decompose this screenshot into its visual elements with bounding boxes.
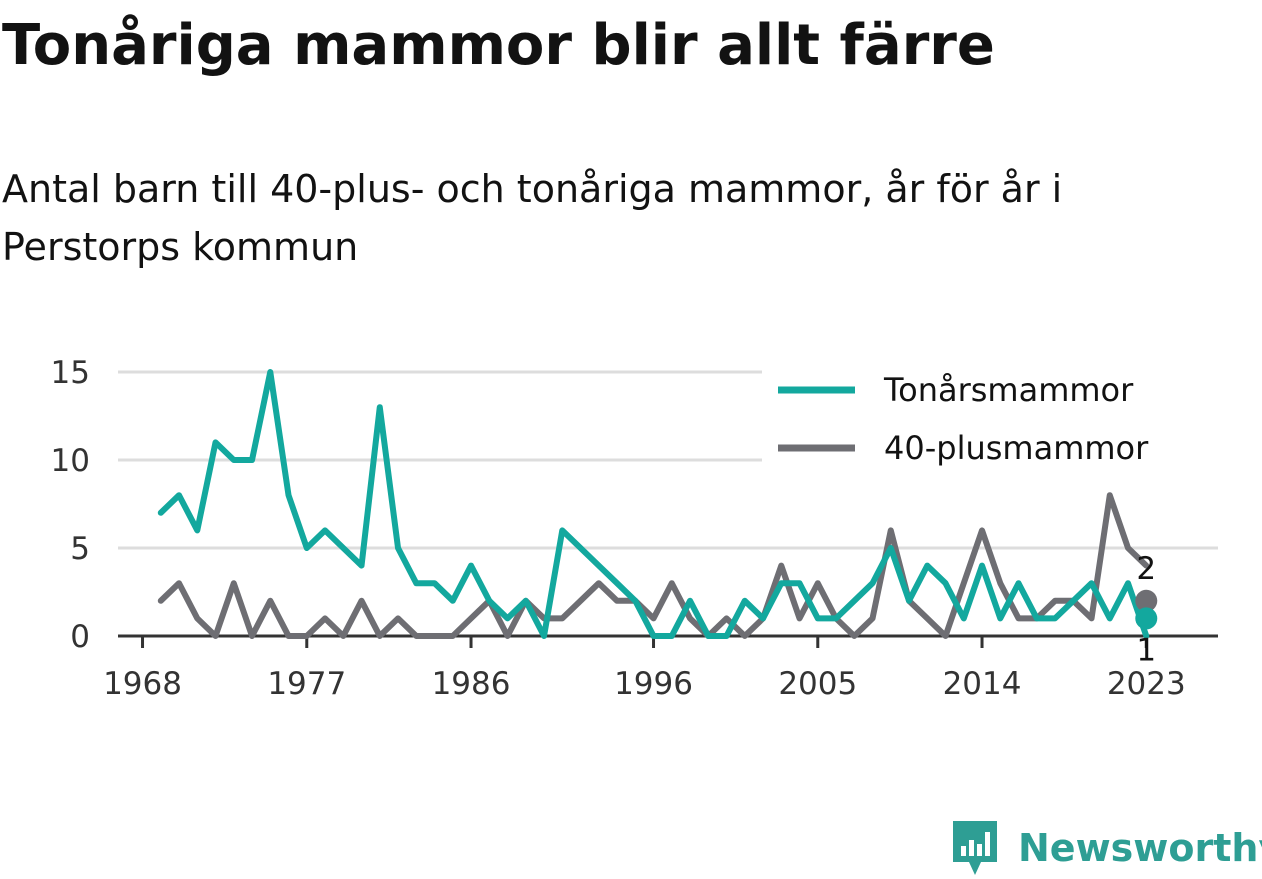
- series-line-tonarsmammor: [157, 369, 1150, 639]
- end-point-label: 2: [1136, 551, 1156, 587]
- brand-name: Newsworthy: [1018, 826, 1262, 870]
- x-tick-label: 2005: [778, 666, 857, 702]
- y-tick-label: 5: [70, 531, 90, 567]
- end-point-label: 1: [1136, 632, 1156, 668]
- x-tick-label: 1977: [267, 666, 346, 702]
- y-tick-label: 10: [51, 443, 90, 479]
- x-axis-ticks: 1968 1977 1986 1996 2005 2014 2023: [103, 636, 1186, 702]
- end-points: 21: [1135, 551, 1158, 668]
- chart-title: Tonåriga mammor blir allt färre: [2, 13, 995, 78]
- newsworthy-logo-icon: [953, 821, 997, 875]
- brand-logo: Newsworthy: [950, 818, 1262, 878]
- x-tick-label: 2014: [943, 666, 1022, 702]
- x-tick-label: 1986: [432, 666, 511, 702]
- y-tick-label: 15: [51, 355, 90, 391]
- legend-label: 40-plusmammor: [884, 429, 1149, 467]
- y-tick-label: 0: [70, 619, 90, 655]
- x-tick-label: 1996: [614, 666, 693, 702]
- y-axis-ticks: 0 5 10 15: [51, 355, 90, 655]
- legend-background: [762, 358, 1220, 478]
- legend-label: Tonårsmammor: [883, 371, 1134, 409]
- series-lines: [157, 369, 1150, 639]
- x-tick-label: 1968: [103, 666, 182, 702]
- end-point-marker: [1135, 589, 1158, 612]
- end-point-marker: [1135, 607, 1158, 630]
- x-tick-label: 2023: [1107, 666, 1186, 702]
- chart-legend: Tonårsmammor 40-plusmammor: [762, 358, 1220, 478]
- series-line-40-plusmammor: [157, 492, 1150, 639]
- chart-subtitle: Antal barn till 40-plus- och tonåriga ma…: [2, 167, 1063, 269]
